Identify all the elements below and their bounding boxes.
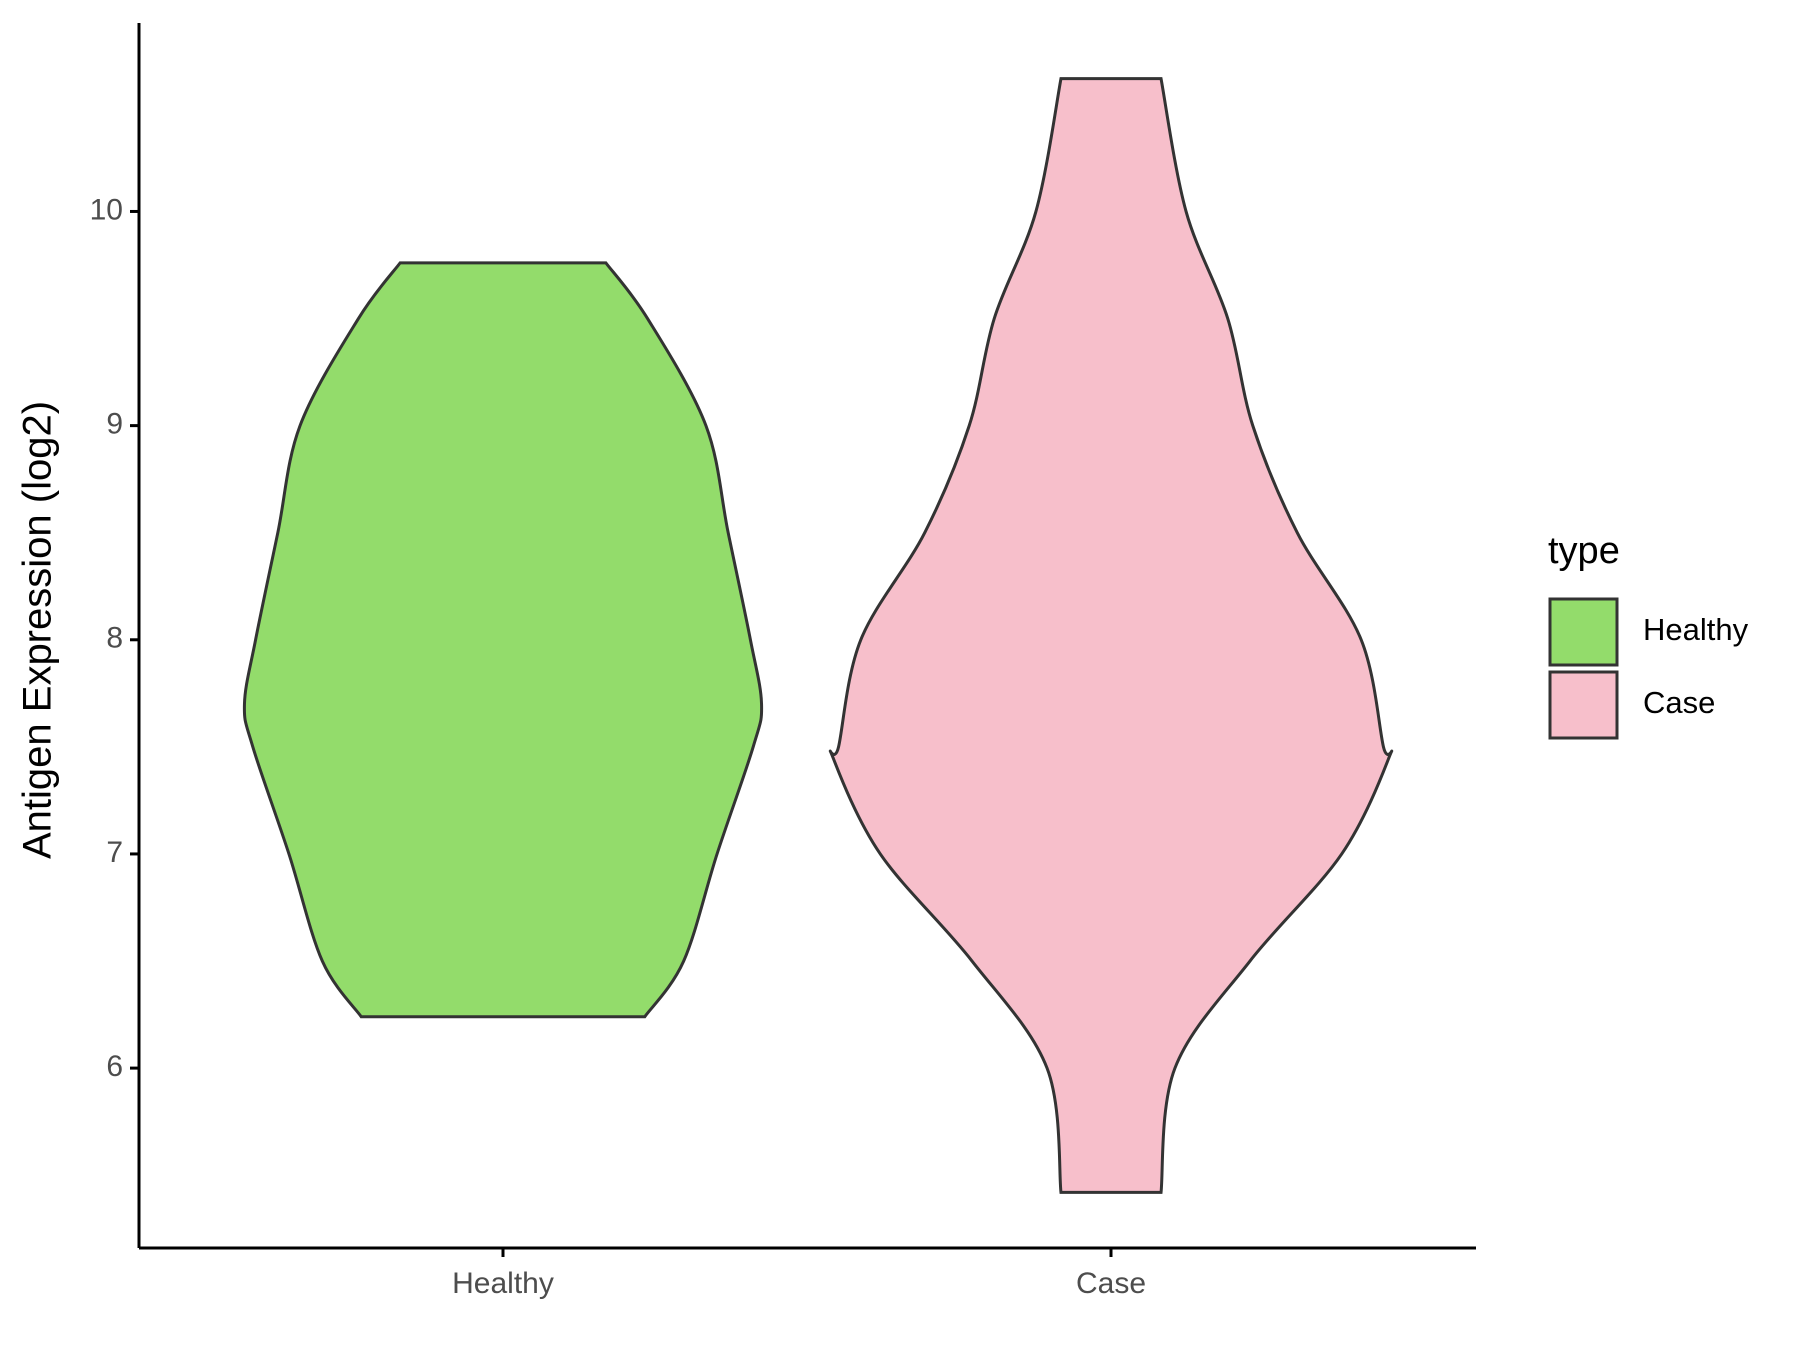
violin — [242, 261, 764, 1019]
legend-title: type — [1548, 530, 1620, 572]
y-tick-label: 9 — [106, 408, 123, 441]
legend-key — [1548, 670, 1619, 740]
y-tick-label: 7 — [106, 836, 123, 869]
legend-key — [1548, 597, 1619, 667]
y-tick-label: 10 — [90, 193, 123, 226]
violin — [828, 77, 1394, 1194]
x-tick-label: Healthy — [452, 1267, 554, 1300]
legend-label: Case — [1643, 685, 1715, 720]
y-tick-label: 8 — [106, 622, 123, 655]
y-axis-title: Antigen Expression (log2) — [16, 401, 60, 859]
legend-label: Healthy — [1643, 612, 1749, 647]
y-tick-label: 6 — [106, 1050, 123, 1083]
x-tick-label: Case — [1076, 1267, 1146, 1300]
